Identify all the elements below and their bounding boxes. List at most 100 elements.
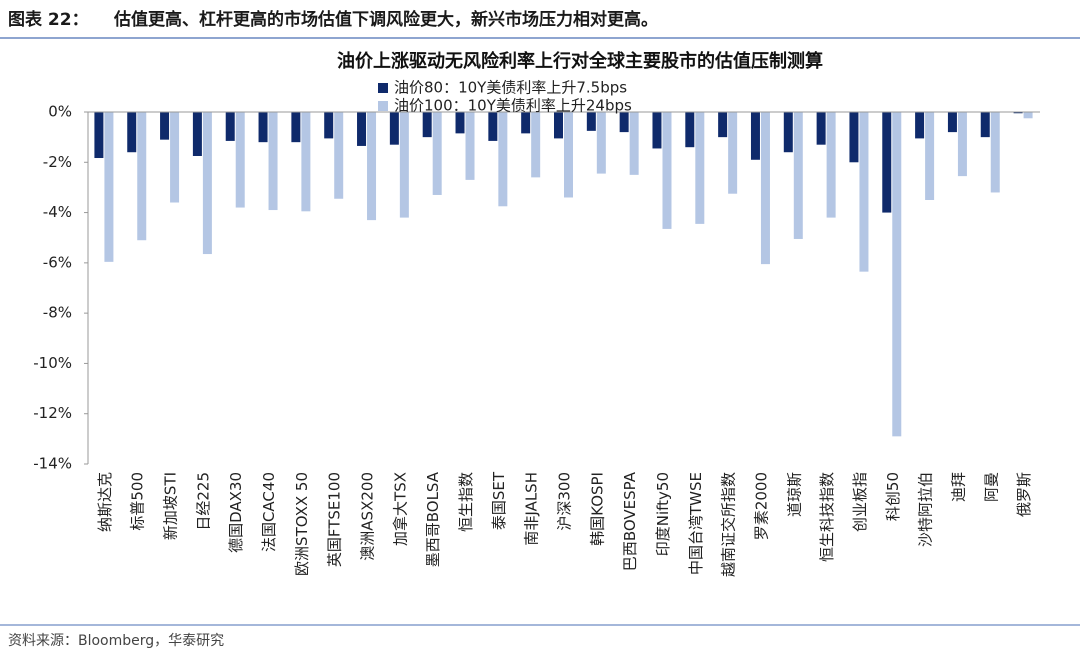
figure-title: 估值更高、杠杆更高的市场估值下调风险更大，新兴市场压力相对更高。 <box>113 9 658 30</box>
bar <box>619 112 629 133</box>
bar <box>760 112 770 265</box>
x-tick-label: 沙特阿拉伯 <box>917 472 935 547</box>
legend-label: 油价100：10Y美债利率上升24bps <box>394 97 632 115</box>
bar <box>258 112 268 143</box>
bar <box>554 112 563 139</box>
bar <box>488 112 498 141</box>
bar <box>127 112 137 153</box>
legend-swatch <box>378 101 388 111</box>
x-tick-label: 阿曼 <box>982 472 1000 502</box>
figure-label: 图表 22： <box>8 9 89 30</box>
bar <box>301 112 311 212</box>
bar <box>334 112 344 199</box>
x-tick-label: 纳斯达克 <box>96 472 114 532</box>
bar <box>662 112 672 229</box>
bar <box>750 112 760 160</box>
chart-title: 油价上涨驱动无风险利率上行对全球主要股市的估值压制测算 <box>337 50 823 72</box>
bar <box>94 112 104 159</box>
bar <box>990 112 1000 193</box>
bar <box>192 112 202 156</box>
bar <box>947 112 957 133</box>
bar <box>422 112 432 138</box>
x-tick-label: 印度Nifty50 <box>654 472 672 556</box>
legend-swatch <box>378 83 388 93</box>
y-tick-label: -14% <box>33 455 72 473</box>
bar <box>399 112 409 218</box>
bar <box>718 112 728 138</box>
bar <box>925 112 935 200</box>
bar <box>324 112 334 139</box>
y-tick-label: -10% <box>33 354 72 372</box>
bar <box>1023 112 1033 119</box>
bar <box>268 112 278 211</box>
bar <box>859 112 869 272</box>
bar <box>564 112 573 198</box>
x-tick-label: 沪深300 <box>556 472 574 531</box>
bar <box>160 112 170 140</box>
bar <box>357 112 367 146</box>
x-tick-label: 越南证交所指数 <box>720 472 738 577</box>
bar <box>728 112 738 194</box>
y-tick-label: -2% <box>43 153 72 171</box>
y-tick-label: 0% <box>48 103 72 121</box>
bar <box>235 112 245 208</box>
x-tick-label: 欧洲STOXX 50 <box>293 472 311 576</box>
y-tick-label: -6% <box>43 253 72 271</box>
x-tick-label: 日经225 <box>194 472 212 531</box>
bar <box>137 112 147 241</box>
bar <box>596 112 606 174</box>
x-tick-label: 澳洲ASX200 <box>359 472 377 561</box>
bar <box>652 112 662 149</box>
bar <box>432 112 442 195</box>
bar <box>1013 112 1023 114</box>
bar <box>104 112 114 262</box>
x-tick-label: 恒生指数 <box>457 472 475 532</box>
bar <box>915 112 925 139</box>
x-tick-label: 法国CAC40 <box>260 472 278 552</box>
bar <box>793 112 803 239</box>
bar <box>882 112 892 213</box>
bar <box>455 112 465 134</box>
bar <box>367 112 377 221</box>
bar <box>586 112 596 131</box>
bar <box>498 112 508 207</box>
bar <box>957 112 967 177</box>
bar <box>465 112 475 180</box>
x-tick-label: 韩国KOSPI <box>588 472 606 546</box>
bar <box>202 112 212 255</box>
x-tick-label: 墨西哥BOLSA <box>424 471 442 567</box>
bar <box>783 112 793 153</box>
bar <box>685 112 695 148</box>
legend-label: 油价80：10Y美债利率上升7.5bps <box>394 79 627 97</box>
bar <box>170 112 180 203</box>
bar <box>816 112 826 145</box>
source: 资料来源：Bloomberg，华泰研究 <box>8 633 224 649</box>
x-tick-label: 巴西BOVESPA <box>621 471 639 571</box>
x-tick-label: 科创50 <box>884 472 902 521</box>
x-tick-label: 俄罗斯 <box>1015 472 1033 517</box>
bar <box>521 112 531 134</box>
x-tick-label: 标普500 <box>129 472 147 531</box>
bar <box>629 112 639 175</box>
x-tick-label: 加拿大TSX <box>391 472 409 546</box>
bar <box>531 112 541 178</box>
bar <box>389 112 399 145</box>
y-tick-label: -4% <box>43 203 72 221</box>
y-tick-label: -8% <box>43 304 72 322</box>
x-tick-label: 创业板指 <box>851 472 869 532</box>
x-tick-label: 恒生科技指数 <box>818 472 836 562</box>
bar <box>892 112 902 437</box>
bar <box>291 112 301 143</box>
bar <box>695 112 705 224</box>
x-tick-label: 新加坡STI <box>162 472 180 540</box>
x-tick-label: 泰国SET <box>490 471 508 530</box>
bar <box>980 112 990 138</box>
x-tick-label: 德国DAX30 <box>227 472 245 553</box>
bar <box>826 112 836 218</box>
x-tick-label: 罗素2000 <box>752 472 770 540</box>
x-tick-label: 英国FTSE100 <box>326 472 344 567</box>
x-tick-label: 中国台湾TWSE <box>687 472 705 575</box>
y-tick-label: -12% <box>33 404 72 422</box>
x-tick-label: 南非JALSH <box>523 472 541 546</box>
